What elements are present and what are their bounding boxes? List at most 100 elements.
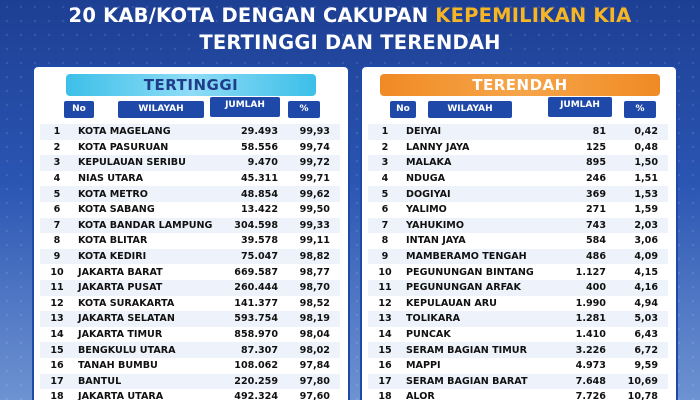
row-wilayah: TANAH BUMBU [74,357,214,374]
table-row: 16 TANAH BUMBU 108.062 97,84 [40,357,340,374]
row-persen: 10,78 [612,389,668,400]
row-number: 16 [40,357,74,374]
row-persen: 98,19 [284,311,340,327]
row-jumlah: 7.726 [542,389,612,400]
table-row: 10 JAKARTA BARAT 669.587 98,77 [40,264,340,280]
row-persen: 98,02 [284,342,340,358]
table-row: 17 BANTUL 220.259 97,80 [40,373,340,390]
table-row: 5 DOGIYAI 369 1,53 [368,186,668,202]
row-jumlah: 858.970 [214,326,284,343]
row-number: 8 [40,233,74,249]
row-jumlah: 29.493 [214,124,284,140]
row-number: 14 [40,326,74,343]
row-jumlah: 304.598 [214,217,284,234]
row-wilayah: JAKARTA SELATAN [74,311,214,327]
row-number: 7 [368,217,402,234]
table-row: 1 KOTA MAGELANG 29.493 99,93 [40,124,340,140]
title-line-2: TERTINGGI DAN TERENDAH [199,31,501,54]
row-wilayah: MAPPI [402,357,542,374]
row-number: 9 [368,248,402,265]
table-row: 11 JAKARTA PUSAT 260.444 98,70 [40,279,340,296]
col-head-no: No [390,101,416,118]
row-number: 5 [40,186,74,202]
row-wilayah: KOTA KEDIRI [74,248,214,265]
row-persen: 98,04 [284,326,340,343]
row-wilayah: BANTUL [74,373,214,390]
row-number: 9 [40,248,74,265]
row-number: 15 [368,342,402,358]
row-wilayah: MAMBERAMO TENGAH [402,248,542,265]
row-number: 17 [40,373,74,390]
row-wilayah: KOTA SURAKARTA [74,295,214,312]
row-jumlah: 7.648 [542,373,612,390]
row-persen: 99,50 [284,201,340,218]
row-wilayah: INTAN JAYA [402,233,542,249]
row-number: 17 [368,373,402,390]
table-row: 12 KEPULAUAN ARU 1.990 4,94 [368,295,668,312]
row-persen: 5,03 [612,311,668,327]
table-row: 11 PEGUNUNGAN ARFAK 400 4,16 [368,279,668,296]
table-row: 8 KOTA BLITAR 39.578 99,11 [40,233,340,249]
title-highlight: KEPEMILIKAN KIA [435,4,632,27]
row-persen: 4,94 [612,295,668,312]
row-persen: 98,82 [284,248,340,265]
table-row: 13 JAKARTA SELATAN 593.754 98,19 [40,311,340,327]
row-jumlah: 75.047 [214,248,284,265]
row-jumlah: 81 [542,124,612,140]
row-wilayah: KOTA PASURUAN [74,139,214,156]
row-wilayah: KEPULAUAN SERIBU [74,155,214,171]
row-persen: 99,11 [284,233,340,249]
table-row: 10 PEGUNUNGAN BINTANG 1.127 4,15 [368,264,668,280]
row-wilayah: ALOR [402,389,542,400]
row-wilayah: PUNCAK [402,326,542,343]
row-number: 10 [368,264,402,280]
col-head-wilayah: WILAYAH [118,101,204,118]
row-persen: 99,93 [284,124,340,140]
row-wilayah: MALAKA [402,155,542,171]
row-persen: 2,03 [612,217,668,234]
table-row: 15 SERAM BAGIAN TIMUR 3.226 6,72 [368,342,668,358]
row-wilayah: DOGIYAI [402,186,542,202]
row-jumlah: 125 [542,139,612,156]
row-wilayah: NDUGA [402,170,542,187]
table-row: 2 LANNY JAYA 125 0,48 [368,139,668,156]
row-jumlah: 4.973 [542,357,612,374]
row-persen: 1,50 [612,155,668,171]
row-persen: 6,43 [612,326,668,343]
table-row: 14 PUNCAK 1.410 6,43 [368,326,668,343]
row-wilayah: SERAM BAGIAN TIMUR [402,342,542,358]
row-wilayah: DEIYAI [402,124,542,140]
row-number: 4 [368,170,402,187]
row-persen: 97,60 [284,389,340,400]
table-row: 12 KOTA SURAKARTA 141.377 98,52 [40,295,340,312]
row-persen: 99,74 [284,139,340,156]
row-jumlah: 593.754 [214,311,284,327]
row-number: 10 [40,264,74,280]
table-row: 8 INTAN JAYA 584 3,06 [368,233,668,249]
row-jumlah: 400 [542,279,612,296]
row-wilayah: YAHUKIMO [402,217,542,234]
row-jumlah: 45.311 [214,170,284,187]
row-persen: 1,53 [612,186,668,202]
col-head-jumlah: JUMLAH [548,97,612,117]
row-persen: 4,09 [612,248,668,265]
row-persen: 98,52 [284,295,340,312]
row-jumlah: 220.259 [214,373,284,390]
row-persen: 99,33 [284,217,340,234]
row-wilayah: BENGKULU UTARA [74,342,214,358]
row-number: 18 [40,389,74,400]
table-row: 13 TOLIKARA 1.281 5,03 [368,311,668,327]
col-head-no: No [64,101,94,118]
row-persen: 4,15 [612,264,668,280]
row-jumlah: 246 [542,170,612,187]
row-jumlah: 369 [542,186,612,202]
panel-header-terendah: TERENDAH [380,74,660,96]
row-wilayah: LANNY JAYA [402,139,542,156]
row-wilayah: SERAM BAGIAN BARAT [402,373,542,390]
row-persen: 99,62 [284,186,340,202]
row-persen: 98,70 [284,279,340,296]
panel-header-tertinggi: TERTINGGI [66,74,316,96]
row-wilayah: JAKARTA PUSAT [74,279,214,296]
col-head-wilayah: WILAYAH [428,101,512,118]
title-text: 20 KAB/KOTA DENGAN CAKUPAN [68,4,436,27]
